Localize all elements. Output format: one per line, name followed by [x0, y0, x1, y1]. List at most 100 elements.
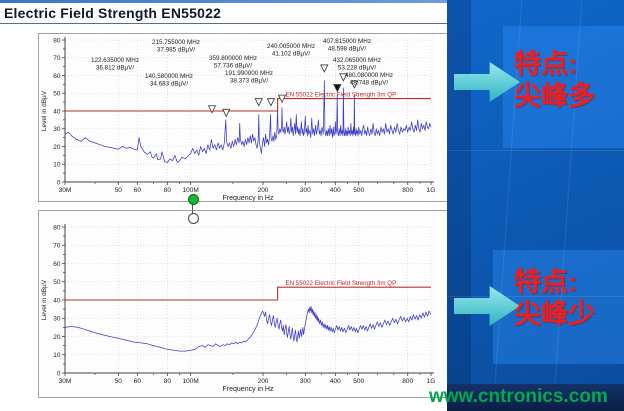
y-tick-label: 20 [53, 144, 61, 151]
marker-annotation-freq: 240.005000 MHz [267, 43, 315, 50]
panel-shade-column [447, 0, 471, 411]
y-tick-label: 0 [57, 179, 61, 186]
marker-annotation-freq: 480.080000 MHz [345, 72, 393, 79]
marker-annotation-value: 36.812 dBµV/ [96, 65, 135, 72]
y-tick-label: 70 [53, 243, 61, 250]
x-tick-label: 1G [427, 378, 436, 385]
y-tick-label: 40 [53, 297, 61, 304]
marker-annotation-freq: 359.800000 MHz [209, 55, 257, 62]
limit-line [65, 286, 431, 301]
limit-label: EN 55022 Electric Field Strength 3m QP [285, 280, 396, 287]
y-tick-label: 40 [53, 108, 61, 115]
title-underline [0, 23, 447, 24]
handle-connector-line [192, 203, 193, 214]
spectrum-chart-many-peaks: 0 10 20 30 40 50 60 70 80 30M 50 60 80 100M 200 300 400 5… [41, 37, 436, 201]
top-accent-strip [0, 0, 447, 3]
marker-annotation-freq: 432.065000 MHz [333, 57, 381, 64]
marker-annotation-value: 37.985 dBµV/ [157, 47, 196, 54]
x-tick-label: 80 [164, 378, 172, 385]
y-axis-label: Level in dBµV [41, 279, 48, 320]
note-few-peaks: 特点: 尖峰少 [514, 266, 595, 330]
marker-annotation-freq: 407.815000 MHz [323, 38, 371, 45]
y-tick-label: 80 [53, 37, 61, 44]
marker-annotation-freq: 140.580000 MHz [145, 73, 193, 80]
marker-open-triangle-icon [350, 80, 359, 89]
marker-open-triangle-icon [339, 73, 348, 82]
watermark-text: www.cntronics.com [429, 386, 608, 407]
marker-open-triangle-icon [266, 98, 276, 107]
marker-open-triangle-icon [320, 64, 329, 73]
note-many-peaks: 特点: 尖峰多 [514, 48, 595, 112]
spectrum-chart-many-peaks-panel: 0 10 20 30 40 50 60 70 80 30M 50 60 80 100M 200 300 400 5… [38, 33, 448, 202]
y-tick-label: 60 [53, 73, 61, 80]
x-tick-label: 80 [164, 187, 172, 194]
y-tick-label: 10 [53, 352, 61, 359]
y-tick-label: 80 [53, 224, 61, 231]
marker-annotation-freq: 215.755000 MHz [152, 39, 200, 46]
y-tick-label: 20 [53, 334, 61, 341]
x-tick-label: 300 [300, 187, 311, 194]
bottom-band [447, 384, 624, 411]
x-tick-label: 30M [59, 378, 72, 385]
x-tick-label: 800 [402, 378, 413, 385]
x-tick-label: 50 [115, 378, 123, 385]
marker-annotation-value: 48.748 dBµV/ [350, 80, 389, 87]
x-tick-label: 100M [183, 378, 199, 385]
note-line2: 尖峰少 [514, 299, 595, 329]
marker-annotation-value: 57.736 dBµV/ [214, 63, 253, 70]
marker-annotation-value: 48.598 dBµV/ [328, 46, 367, 53]
green-marker-handle[interactable] [188, 194, 199, 205]
note-line1: 特点: [514, 49, 577, 79]
x-tick-label: 500 [353, 187, 364, 194]
measurement-trace [64, 80, 432, 163]
x-tick-label: 60 [134, 378, 142, 385]
limit-label: EN 55022 Electric Field Strength 3m QP [285, 92, 396, 99]
marker-annotation-value: 53.228 dBµV/ [338, 65, 377, 72]
y-tick-label: 10 [53, 162, 61, 169]
y-tick-label: 30 [53, 316, 61, 323]
panel-highlight-rect-top [503, 26, 624, 148]
x-tick-label: 50 [115, 187, 123, 194]
x-axis-label: Frequency in Hz [223, 386, 274, 393]
x-axis-label: Frequency in Hz [223, 195, 274, 201]
open-marker-handle[interactable] [188, 213, 199, 224]
y-tick-label: 60 [53, 261, 61, 268]
marker-annotation-value: 34.683 dBµV/ [150, 81, 189, 88]
y-tick-label: 0 [57, 370, 61, 377]
panel-grid-line [447, 150, 624, 151]
note-line2: 尖峰多 [514, 81, 595, 111]
page-title: Electric Field Strength EN55022 [4, 5, 222, 21]
right-background-panel [447, 0, 624, 411]
x-tick-label: 200 [258, 378, 269, 385]
marker-open-triangle-icon [254, 98, 263, 107]
x-tick-label: 400 [330, 187, 341, 194]
marker-open-triangle-icon [222, 108, 231, 118]
x-tick-label: 200 [258, 187, 269, 194]
y-tick-label: 30 [53, 126, 61, 133]
spectrum-chart-few-peaks: 0 10 20 30 40 50 60 70 80 30M 50 60 80 100M 200 300 400 5… [41, 224, 436, 393]
marker-annotation-freq: 191.990000 MHz [225, 70, 273, 77]
measurement-trace [64, 306, 432, 352]
x-tick-label: 1G [427, 187, 436, 194]
y-tick-label: 70 [53, 55, 61, 62]
y-axis-label: Level in dBµV [41, 90, 48, 131]
x-tick-label: 300 [300, 378, 311, 385]
marker-open-triangle-icon [207, 105, 217, 114]
note-line1: 特点: [514, 267, 577, 297]
limit-line [65, 98, 431, 112]
x-tick-label: 400 [330, 378, 341, 385]
marker-annotation-freq: 122.635000 MHz [91, 57, 139, 64]
marker-filled-triangle-icon [333, 84, 342, 93]
spectrum-chart-few-peaks-panel: 0 10 20 30 40 50 60 70 80 30M 50 60 80 100M 200 300 400 5… [38, 210, 448, 398]
y-tick-label: 50 [53, 91, 61, 98]
marker-open-triangle-icon [277, 94, 287, 104]
x-tick-label: 100M [183, 187, 199, 194]
marker-annotation-value: 41.102 dBµV/ [272, 51, 311, 58]
panel-grid-line [447, 296, 624, 297]
x-tick-label: 500 [353, 378, 364, 385]
x-tick-label: 30M [59, 187, 72, 194]
x-tick-label: 800 [402, 187, 413, 194]
x-tick-label: 60 [134, 187, 142, 194]
marker-annotation-value: 38.373 dBµV/ [230, 78, 269, 85]
